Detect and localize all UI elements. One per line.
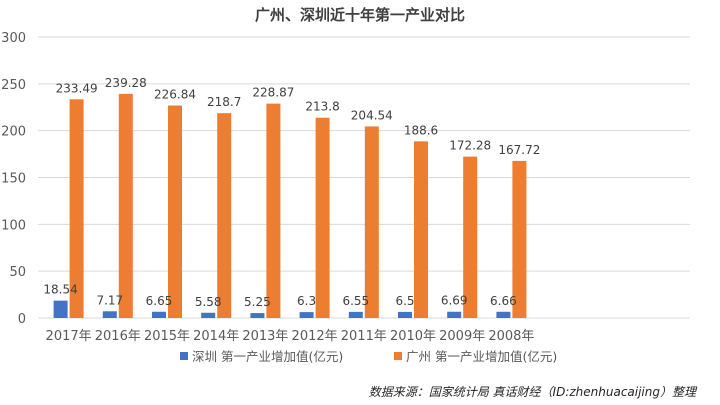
x-tick-label: 2010年 — [390, 329, 436, 344]
value-label-guangzhou: 188.6 — [404, 123, 438, 137]
bar-guangzhou — [266, 103, 281, 319]
value-label-guangzhou: 233.49 — [56, 81, 98, 95]
bar-shenzhen — [152, 311, 166, 318]
value-label-shenzhen: 6.69 — [441, 294, 468, 308]
bar-shenzhen — [398, 311, 412, 318]
y-tick-label: 200 — [1, 125, 26, 140]
bar-shenzhen — [299, 312, 314, 318]
bar-shenzhen — [250, 313, 265, 318]
bar-guangzhou — [69, 99, 84, 318]
y-tick-label: 150 — [1, 172, 26, 187]
x-tick-label: 2014年 — [193, 329, 239, 344]
value-label-shenzhen: 6.65 — [146, 294, 173, 308]
bar-shenzhen — [496, 311, 511, 318]
value-label-guangzhou: 204.54 — [351, 108, 393, 122]
legend-label: 广州 第一产业增加值(亿元) — [406, 349, 557, 364]
y-tick-label: 100 — [1, 218, 26, 233]
bar-guangzhou — [118, 93, 133, 319]
y-tick-label: 50 — [9, 265, 26, 280]
bar-guangzhou — [364, 126, 379, 318]
x-tick-label: 2015年 — [144, 329, 190, 344]
bar-guangzhou — [414, 141, 428, 318]
value-label-guangzhou: 172.28 — [449, 139, 491, 153]
bar-guangzhou — [463, 156, 478, 318]
value-label-guangzhou: 239.28 — [105, 76, 147, 90]
x-tick-label: 2017年 — [46, 329, 92, 344]
bar-guangzhou — [217, 113, 232, 318]
x-axis-ticks: 2017年 2016年 2015年 2014年 2013年 2012年 2011年 2010年… — [46, 329, 535, 344]
source-note: 数据来源：国家统计局 真话财经（ID:zhenhuacaijing）整理 — [369, 385, 698, 399]
bar-shenzhen — [447, 311, 462, 318]
legend-label: 深圳 第一产业增加值(亿元) — [192, 349, 343, 364]
bar-guangzhou — [512, 160, 527, 318]
x-tick-label: 2016年 — [95, 329, 141, 344]
value-labels: 18.54 233.49 7.17 239.28 6.65 226.84 5.58 218.7… — [43, 76, 540, 309]
x-tick-label: 2009年 — [439, 329, 485, 344]
value-label-guangzhou: 228.87 — [252, 86, 294, 100]
x-tick-label: 2008年 — [488, 329, 534, 344]
bar-shenzhen — [201, 312, 216, 318]
x-tick-label: 2011年 — [341, 329, 387, 344]
y-tick-label: 250 — [1, 78, 26, 93]
value-label-guangzhou: 226.84 — [154, 88, 196, 102]
y-tick-label: 0 — [18, 312, 26, 327]
bar-guangzhou — [315, 117, 330, 319]
value-label-shenzhen: 5.25 — [244, 295, 271, 309]
bar-shenzhen — [348, 311, 363, 318]
bar-shenzhen — [102, 311, 117, 318]
value-label-shenzhen: 6.55 — [342, 294, 369, 308]
value-label-shenzhen: 5.58 — [195, 295, 222, 309]
value-label-guangzhou: 167.72 — [498, 143, 540, 157]
value-label-shenzhen: 6.3 — [297, 294, 316, 308]
bars — [53, 93, 527, 319]
x-tick-label: 2013年 — [242, 329, 288, 344]
chart-title: 广州、深圳近十年第一产业对比 — [255, 6, 465, 24]
value-label-shenzhen: 7.17 — [96, 293, 123, 307]
legend-swatch — [180, 352, 188, 360]
value-label-shenzhen: 6.5 — [395, 294, 414, 308]
gridlines — [38, 36, 690, 319]
value-label-shenzhen: 6.66 — [490, 294, 517, 308]
x-tick-label: 2012年 — [292, 329, 338, 344]
bar-shenzhen — [53, 300, 68, 318]
legend: 深圳 第一产业增加值(亿元) 广州 第一产业增加值(亿元) — [180, 349, 557, 364]
value-label-shenzhen: 18.54 — [43, 283, 77, 297]
legend-swatch — [394, 352, 402, 360]
value-label-guangzhou: 218.7 — [207, 95, 241, 109]
bar-guangzhou — [168, 105, 182, 318]
y-axis-ticks: 0 50 100 150 200 250 300 — [1, 31, 26, 327]
value-label-guangzhou: 213.8 — [305, 100, 339, 114]
y-tick-label: 300 — [1, 31, 26, 46]
